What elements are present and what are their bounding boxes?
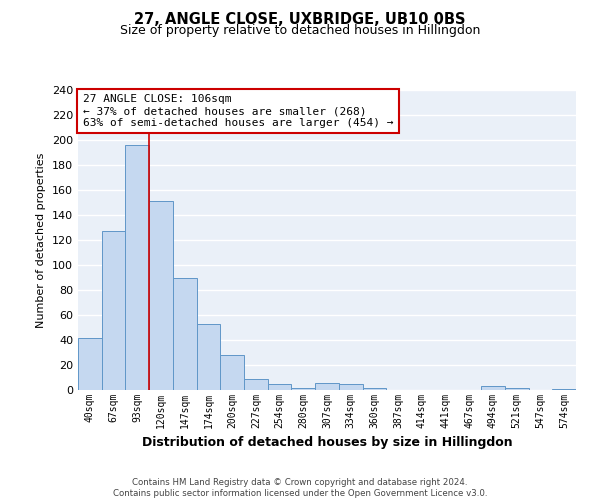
Y-axis label: Number of detached properties: Number of detached properties	[37, 152, 46, 328]
Bar	[505, 388, 529, 390]
Text: Contains HM Land Registry data © Crown copyright and database right 2024.
Contai: Contains HM Land Registry data © Crown c…	[113, 478, 487, 498]
Bar	[481, 386, 505, 390]
Text: 27 ANGLE CLOSE: 106sqm
← 37% of detached houses are smaller (268)
63% of semi-de: 27 ANGLE CLOSE: 106sqm ← 37% of detached…	[83, 94, 394, 128]
X-axis label: Distribution of detached houses by size in Hillingdon: Distribution of detached houses by size …	[142, 436, 512, 450]
Bar	[362, 388, 386, 390]
Bar	[552, 389, 576, 390]
Bar	[220, 355, 244, 390]
Bar	[197, 324, 220, 390]
Bar	[173, 278, 197, 390]
Bar	[78, 338, 102, 390]
Bar	[315, 382, 339, 390]
Bar	[125, 145, 149, 390]
Bar	[268, 384, 292, 390]
Bar	[339, 384, 362, 390]
Bar	[102, 231, 125, 390]
Bar	[244, 379, 268, 390]
Text: 27, ANGLE CLOSE, UXBRIDGE, UB10 0BS: 27, ANGLE CLOSE, UXBRIDGE, UB10 0BS	[134, 12, 466, 28]
Bar	[149, 201, 173, 390]
Text: Size of property relative to detached houses in Hillingdon: Size of property relative to detached ho…	[120, 24, 480, 37]
Bar	[292, 388, 315, 390]
